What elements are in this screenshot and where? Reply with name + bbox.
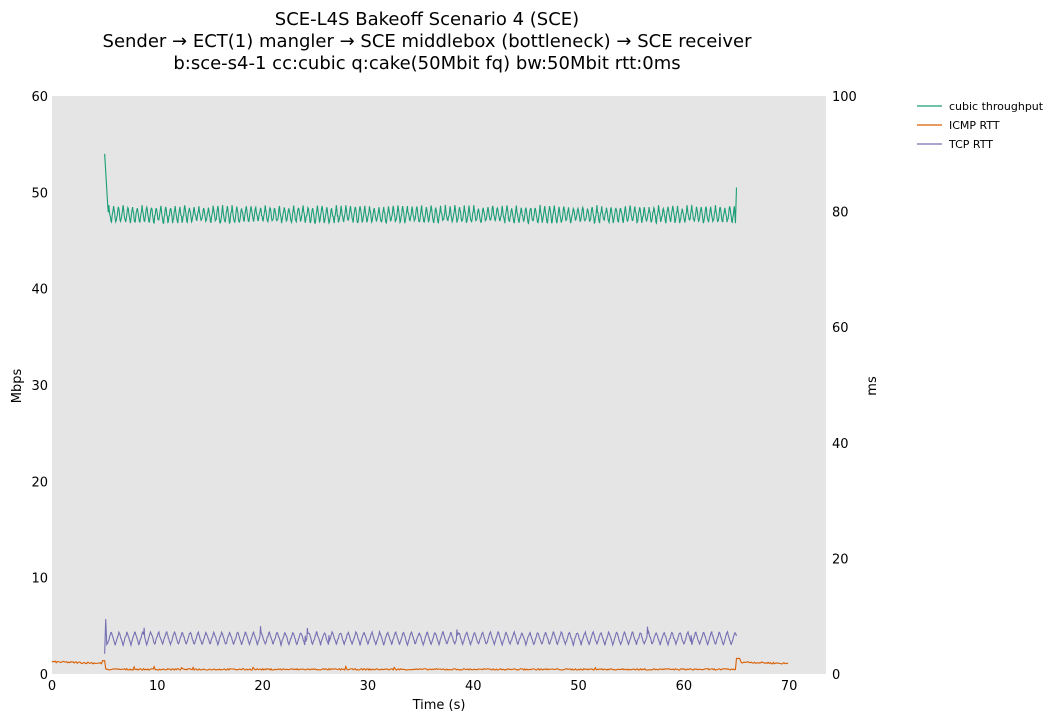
series-line-tcp-rtt xyxy=(104,619,738,654)
series-layer xyxy=(51,153,789,671)
right-y-tick-label: 100 xyxy=(832,90,857,105)
x-tick-label: 30 xyxy=(360,679,377,694)
x-tick-label: 60 xyxy=(676,679,693,694)
right-y-tick-label: 40 xyxy=(832,437,849,452)
right-y-tick-label: 80 xyxy=(832,206,849,221)
x-axis-label: Time (s) xyxy=(412,698,466,713)
left-y-axis-label: Mbps xyxy=(10,369,25,404)
right-y-axis: 0 20 40 60 80 100 xyxy=(832,90,857,683)
legend: cubic throughput ICMP RTT TCP RTT xyxy=(917,100,1044,151)
left-y-axis: 0 10 20 30 40 50 60 xyxy=(31,90,48,683)
x-tick-label: 0 xyxy=(48,679,56,694)
left-y-tick-label: 50 xyxy=(31,186,48,201)
plot-area xyxy=(52,96,826,674)
left-y-tick-label: 0 xyxy=(40,668,48,683)
x-axis: 0 10 20 30 40 50 60 70 xyxy=(48,679,798,694)
chart-title-line-3: b:sce-s4-1 cc:cubic q:cake(50Mbit fq) bw… xyxy=(173,53,680,74)
legend-entry: TCP RTT xyxy=(948,138,993,151)
right-y-tick-label: 0 xyxy=(832,668,840,683)
x-tick-label: 70 xyxy=(781,679,798,694)
chart-title-line-2: Sender → ECT(1) mangler → SCE middlebox … xyxy=(103,31,753,52)
right-y-tick-label: 60 xyxy=(832,321,849,336)
series-line-cubic-throughput xyxy=(104,153,738,225)
chart-title-line-1: SCE-L4S Bakeoff Scenario 4 (SCE) xyxy=(275,9,579,30)
left-y-tick-label: 10 xyxy=(31,572,48,587)
right-y-tick-label: 20 xyxy=(832,552,849,567)
left-y-tick-label: 30 xyxy=(31,379,48,394)
x-tick-label: 50 xyxy=(570,679,587,694)
legend-entry: cubic throughput xyxy=(949,100,1044,113)
x-tick-label: 20 xyxy=(254,679,271,694)
x-tick-label: 10 xyxy=(149,679,166,694)
left-y-tick-label: 40 xyxy=(31,283,48,298)
x-tick-label: 40 xyxy=(465,679,482,694)
left-y-tick-label: 60 xyxy=(31,90,48,105)
series-line-icmp-rtt xyxy=(51,657,789,671)
left-y-tick-label: 20 xyxy=(31,475,48,490)
legend-entry: ICMP RTT xyxy=(949,119,1000,132)
right-y-axis-label: ms xyxy=(865,376,880,396)
chart-title: SCE-L4S Bakeoff Scenario 4 (SCE) Sender … xyxy=(103,9,753,74)
